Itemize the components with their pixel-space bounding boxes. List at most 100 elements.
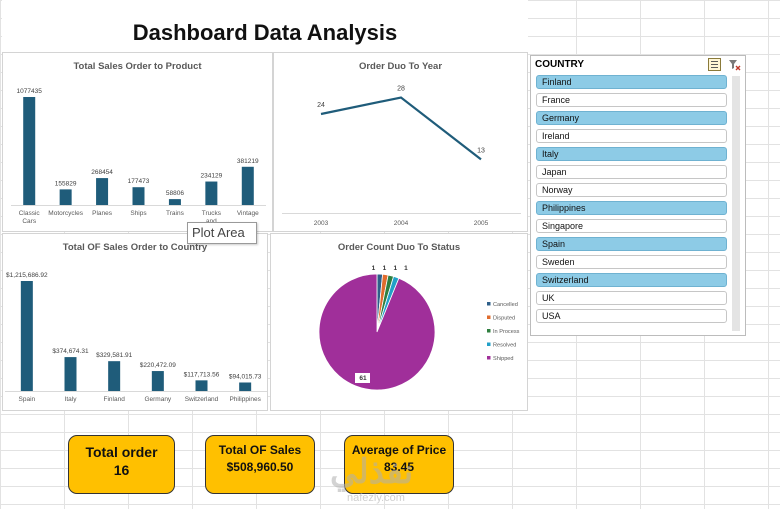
status-legend-label: Resolved (493, 343, 516, 349)
title-band: Dashboard Data Analysis (2, 0, 528, 52)
chart-year-panel[interactable]: Order Duo To Year 24 2003 28 2004 13 2005 (273, 52, 528, 232)
product-bar (23, 97, 36, 205)
product-bar (168, 199, 181, 205)
slicer-item-uk[interactable]: UK (536, 291, 727, 305)
chart-status-panel[interactable]: Order Count Duo To Status 1 1 1 1 61 Cancelle… (270, 233, 528, 411)
country-category-label: Italy (65, 396, 78, 403)
slicer-item-france[interactable]: France (536, 93, 727, 107)
kpi-avg-price: Average of Price 83.45 (344, 435, 454, 494)
chart-year-title: Order Duo To Year (358, 61, 443, 72)
chart-product-panel[interactable]: Total Sales Order to Product 1077435 Clas… (2, 52, 273, 232)
year-category-label: 2005 (474, 220, 489, 227)
country-bar (239, 382, 252, 391)
slicer-scrollbar[interactable] (732, 76, 740, 331)
year-value-label: 13 (477, 147, 485, 154)
product-bar (59, 189, 72, 205)
country-bar (108, 361, 121, 391)
slicer-item-spain[interactable]: Spain (536, 237, 727, 251)
slicer-item-japan[interactable]: Japan (536, 165, 727, 179)
country-value-label: $1,215,686.92 (6, 272, 48, 279)
kpi-total-sales-value: $508,960.50 (226, 460, 294, 474)
year-category-label: 2004 (394, 220, 409, 227)
product-category-label: Motorcycles (48, 210, 83, 217)
status-value-label: 1 (372, 265, 376, 272)
product-category-label: and (206, 218, 217, 225)
kpi-total-order-label: Total order (85, 444, 158, 460)
country-category-label: Philippines (229, 396, 261, 403)
country-value-label: $374,674.31 (52, 348, 89, 355)
slicer-item-germany[interactable]: Germany (536, 111, 727, 125)
kpi-avg-price-value: 83.45 (383, 460, 415, 474)
status-legend-label: Cancelled (493, 302, 518, 308)
status-value-label: 1 (404, 265, 408, 272)
chart-status-title: Order Count Duo To Status (337, 242, 461, 253)
kpi-total-order-value: 16 (113, 462, 130, 478)
multi-select-icon[interactable] (708, 58, 721, 71)
slicer-item-switzerland[interactable]: Switzerland (536, 273, 727, 287)
slicer-item-italy[interactable]: Italy (536, 147, 727, 161)
status-legend-swatch (487, 302, 491, 306)
product-category-label: Trains (166, 210, 185, 217)
status-legend-swatch (487, 356, 491, 360)
country-bar (20, 281, 33, 391)
year-series-line (320, 96, 482, 161)
dashboard-title: Dashboard Data Analysis (132, 20, 398, 45)
country-bar (151, 371, 164, 391)
status-legend-label: Disputed (493, 316, 515, 322)
product-bar (241, 166, 254, 205)
country-category-label: Finland (104, 396, 126, 403)
product-category-label: Trucks (202, 210, 222, 217)
country-category-label: Spain (19, 396, 36, 403)
slicer-item-ireland[interactable]: Ireland (536, 129, 727, 143)
product-value-label: 381219 (237, 158, 259, 165)
plot-area-tooltip: Plot Area (187, 222, 257, 244)
watermark-url: nafezly.com (347, 492, 405, 504)
chart-year-svg: 24 2003 28 2004 13 2005 (282, 86, 521, 227)
slicer-title: COUNTRY (535, 59, 585, 70)
product-value-label: 1077435 (17, 88, 43, 95)
status-value-label: 61 (359, 375, 367, 382)
slicer-item-finland[interactable]: Finland (536, 75, 727, 89)
chart-country-svg: $1,215,686.92 Spain $374,674.31 Italy $329,5… (5, 272, 267, 403)
status-legend-label: In Process (493, 329, 520, 335)
product-value-label: 234129 (201, 173, 223, 180)
status-legend-label: Shipped (493, 356, 514, 362)
product-value-label: 268454 (91, 169, 113, 176)
year-value-label: 28 (397, 86, 405, 93)
clear-filter-icon[interactable] (728, 58, 741, 71)
year-value-label: 24 (317, 102, 325, 109)
product-bar (205, 181, 218, 205)
slicer-item-singapore[interactable]: Singapore (536, 219, 727, 233)
slicer-item-norway[interactable]: Norway (536, 183, 727, 197)
status-value-label: 1 (393, 265, 397, 272)
slicer-item-usa[interactable]: USA (536, 309, 727, 323)
country-value-label: $94,015.73 (229, 373, 262, 380)
product-value-label: 155829 (55, 180, 77, 187)
chart-product-title: Total Sales Order to Product (73, 61, 202, 72)
country-bar (64, 357, 77, 391)
product-category-label: Ships (130, 210, 147, 217)
country-category-label: Germany (144, 396, 171, 403)
slicer-item-philippines[interactable]: Philippines (536, 201, 727, 215)
product-category-label: Classic (19, 210, 41, 217)
country-slicer[interactable]: COUNTRY Finland France Germany Ireland Italy… (530, 55, 746, 336)
country-bar (195, 380, 208, 391)
chart-country-title: Total OF Sales Order to Country (62, 242, 208, 253)
product-value-label: 177473 (128, 178, 150, 185)
status-legend-swatch (487, 329, 491, 333)
status-legend-swatch (487, 315, 491, 319)
kpi-total-sales-label: Total OF Sales (218, 443, 302, 457)
product-category-label: Cars (22, 218, 36, 225)
year-category-label: 2003 (314, 220, 329, 227)
slicer-item-sweden[interactable]: Sweden (536, 255, 727, 269)
country-value-label: $220,472.09 (140, 362, 177, 369)
country-value-label: $329,581.91 (96, 352, 133, 359)
product-bar (96, 178, 109, 205)
watermark-logo: نفذلي (330, 453, 414, 491)
country-value-label: $117,713.56 (184, 371, 220, 378)
product-value-label: 58806 (166, 190, 184, 197)
kpi-total-order: Total order 16 (68, 435, 175, 494)
chart-country-panel[interactable]: Total OF Sales Order to Country $1,215,6… (2, 233, 268, 411)
